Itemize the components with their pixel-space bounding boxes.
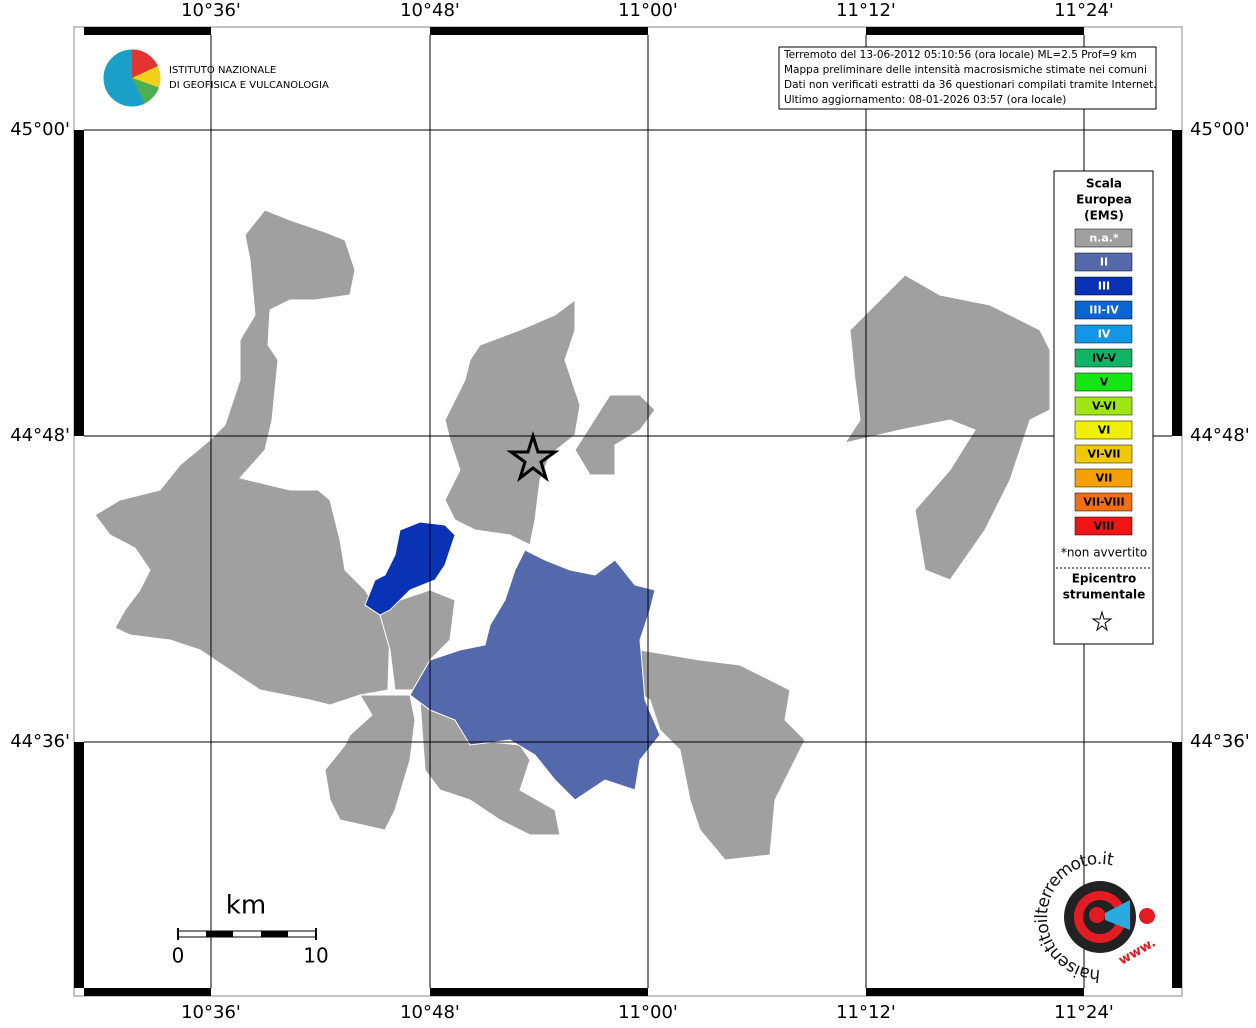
lat-label: 45°00': [1190, 119, 1250, 140]
lon-label: 10°48': [400, 1002, 460, 1023]
lat-label: 44°36': [10, 731, 70, 752]
legend-star: [1091, 610, 1113, 632]
lon-label: 11°12': [836, 0, 896, 21]
lon-label: 10°36': [181, 0, 241, 21]
legend-swatch: [1074, 324, 1133, 344]
region: [324, 694, 416, 831]
region: [634, 649, 806, 861]
legend-label: IV: [1098, 328, 1111, 341]
lat-label: 44°48': [10, 425, 70, 446]
legend-swatch: [1074, 444, 1133, 464]
info-line: Ultimo aggiornamento: 08-01-2026 03:57 (…: [784, 94, 1066, 106]
info-line: Terremoto del 13-06-2012 05:10:56 (ora l…: [783, 49, 1137, 61]
legend-label: n.a.*: [1089, 232, 1119, 245]
legend-epicenter: Epicentro: [1072, 572, 1137, 586]
legend-label: V-VI: [1092, 400, 1116, 413]
lat-label: 44°48': [1190, 425, 1250, 446]
lat-label: 45°00': [10, 119, 70, 140]
lon-label: 11°00': [618, 1002, 678, 1023]
info-text: Terremoto del 13-06-2012 05:10:56 (ora l…: [783, 49, 1157, 106]
legend-epicenter: strumentale: [1063, 588, 1146, 602]
legend-swatch: [1074, 516, 1133, 536]
region-intensity-ii: [409, 549, 661, 801]
legend-label: II: [1100, 256, 1108, 269]
legend-swatch: [1074, 420, 1133, 440]
legend-swatch: [1074, 372, 1133, 392]
legend-label: VI: [1098, 424, 1111, 437]
legend-swatch: [1074, 492, 1133, 512]
legend-swatch: [1074, 396, 1133, 416]
legend-swatch: [1074, 348, 1133, 368]
legend-label: V: [1100, 376, 1109, 389]
legend-swatch: [1074, 276, 1133, 296]
legend-label: IV-V: [1092, 352, 1117, 365]
legend-swatch: [1074, 300, 1133, 320]
legend-label: III-IV: [1089, 304, 1119, 317]
legend-label: VII-VIII: [1083, 496, 1124, 509]
legend-swatch: [1074, 468, 1133, 488]
legend-title: Europea: [1076, 193, 1132, 207]
scale-start: 0: [172, 944, 185, 968]
ingv-logo: ISTITUTO NAZIONALE DI GEOFISICA E VULCAN…: [102, 48, 329, 108]
legend-title: (EMS): [1084, 209, 1124, 223]
region: [574, 394, 656, 476]
region-intensity-iii: [364, 521, 456, 616]
legend-label: VI-VII: [1087, 448, 1120, 461]
scale-unit: km: [226, 891, 266, 921]
legend-title: Scala: [1086, 177, 1122, 191]
legend-swatch: [1074, 228, 1133, 248]
lon-label: 10°36': [181, 1002, 241, 1023]
institute-name: ISTITUTO NAZIONALE: [169, 65, 276, 76]
legend-label: VII: [1096, 472, 1113, 485]
lon-label: 11°00': [618, 0, 678, 21]
frame-bands: [74, 27, 1182, 996]
lon-label: 10°48': [400, 0, 460, 21]
scale-bar: km 0 10: [172, 891, 329, 968]
legend: ScalaEuropea(EMS)n.a.*IIIIIIII-IVIVIV-VV…: [1056, 177, 1151, 632]
region: [379, 589, 456, 691]
info-line: Mappa preliminare delle intensità macros…: [784, 64, 1147, 76]
lon-label: 11°12': [836, 1002, 896, 1023]
regions: [94, 209, 1051, 861]
institute-name: DI GEOFISICA E VULCANOLOGIA: [169, 80, 329, 91]
legend-swatch: [1074, 252, 1133, 272]
region: [444, 299, 581, 546]
scale-end: 10: [303, 944, 328, 968]
legend-label: VIII: [1094, 520, 1115, 533]
legend-note: *non avvertito: [1061, 546, 1147, 560]
lat-label: 44°36': [1190, 731, 1250, 752]
lon-label: 11°24': [1054, 0, 1114, 21]
info-box: [778, 46, 1157, 110]
lon-label: 11°24': [1054, 1002, 1114, 1023]
info-line: Dati non verificati estratti da 36 quest…: [784, 79, 1157, 91]
legend-label: III: [1098, 280, 1110, 293]
epicenter: [506, 430, 560, 483]
